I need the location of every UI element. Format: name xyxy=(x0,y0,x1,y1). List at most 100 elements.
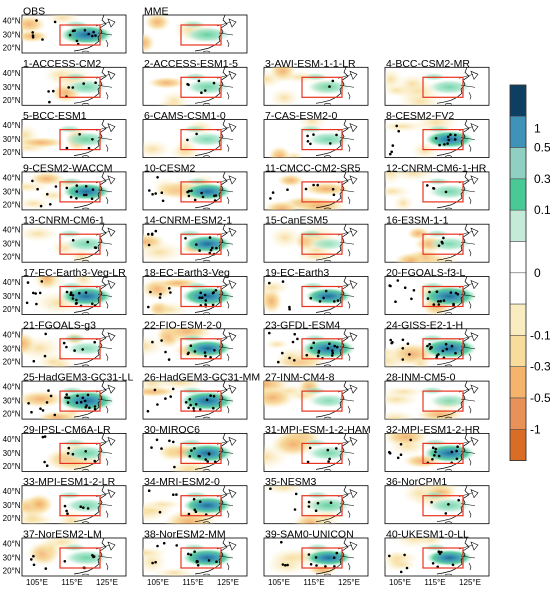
significance-dot xyxy=(314,556,318,559)
significance-dot xyxy=(53,413,57,417)
study-region-box xyxy=(422,181,464,203)
significance-dot xyxy=(195,560,199,564)
coastline xyxy=(315,119,349,156)
negative-anomaly xyxy=(35,276,59,290)
panel-title: 2-ACCESS-ESM1-5 xyxy=(144,58,238,70)
significance-dot xyxy=(269,197,272,200)
significance-dot xyxy=(203,351,207,354)
significance-dot xyxy=(53,20,57,24)
significance-dot xyxy=(209,248,213,252)
peninsula-outline xyxy=(107,436,116,446)
island-outline xyxy=(468,562,472,571)
significance-dot xyxy=(394,300,397,304)
peninsula-outline xyxy=(107,18,116,28)
panel-title: 9-CESM2-WACCM xyxy=(23,162,112,174)
significance-dot xyxy=(67,396,71,400)
negative-anomaly xyxy=(268,225,302,250)
field-layer xyxy=(22,171,116,210)
panel-title: 17-EC-Earth3-Veg-LR xyxy=(23,267,126,279)
significance-dot xyxy=(309,142,312,146)
colorbar: 1 0.5 0.3 0.1 0 -0.1 -0.3 -0.5 -1 xyxy=(509,84,550,462)
island-outline xyxy=(226,562,230,571)
significance-dot xyxy=(331,187,335,191)
coastline xyxy=(73,328,107,366)
significance-dot xyxy=(69,291,73,295)
island-outline xyxy=(444,469,453,471)
significance-dot xyxy=(34,292,37,295)
map-panel: 13-CNRM-CM6-140°N 30°N 20°N xyxy=(3,215,127,263)
coastline xyxy=(315,224,349,261)
significance-dot xyxy=(65,393,68,396)
island-outline xyxy=(202,50,211,53)
map-panel: 7-CAS-ESM2-0 xyxy=(263,110,369,158)
significance-dot xyxy=(326,448,330,452)
significance-dot xyxy=(209,394,212,398)
significance-dot xyxy=(193,198,197,202)
study-region-box xyxy=(180,76,222,98)
peninsula-outline xyxy=(470,279,479,290)
negative-anomaly xyxy=(264,338,290,350)
significance-dot xyxy=(324,565,327,568)
significance-dot xyxy=(286,563,289,567)
significance-dot xyxy=(156,544,159,548)
study-region-box xyxy=(301,285,343,308)
significance-dot xyxy=(193,447,196,450)
significance-dot xyxy=(211,291,215,295)
panel-title: 25-HadGEM3-GC31-LL xyxy=(23,372,133,384)
island-outline xyxy=(226,458,230,466)
map-panel: 15-CanESM5 xyxy=(263,215,369,263)
negative-anomaly xyxy=(144,15,171,32)
significance-dot xyxy=(164,350,167,354)
island-outline xyxy=(81,573,90,576)
significance-dot xyxy=(437,244,441,247)
island-outline xyxy=(226,353,230,361)
study-region-box xyxy=(180,181,222,203)
peninsula-outline xyxy=(228,175,237,185)
significance-dot xyxy=(333,300,336,303)
significance-dot xyxy=(187,351,190,355)
significance-dot xyxy=(293,332,297,336)
island-outline xyxy=(468,196,472,204)
significance-dot xyxy=(30,558,33,561)
significance-dot xyxy=(426,344,429,348)
island-outline xyxy=(347,144,351,152)
significance-dot xyxy=(336,299,340,302)
coastline xyxy=(436,224,470,261)
colorbar-segment xyxy=(509,84,527,117)
x-tick-label: 125°E xyxy=(338,578,360,587)
island-outline xyxy=(444,573,453,576)
significance-dot xyxy=(147,305,150,309)
peninsula-outline xyxy=(349,175,358,185)
significance-dot xyxy=(188,455,192,458)
significance-dot xyxy=(198,249,201,252)
colorbar-segment xyxy=(509,428,527,461)
significance-dot xyxy=(164,397,167,400)
significance-dot xyxy=(271,191,275,194)
panel-title: 22-FIO-ESM-2-0 xyxy=(144,319,222,331)
significance-dot xyxy=(69,195,73,199)
significance-dot xyxy=(214,289,218,292)
island-outline xyxy=(105,39,109,48)
coastline xyxy=(194,381,228,418)
y-tick-label: 30°N xyxy=(3,554,21,563)
significance-dot xyxy=(167,358,171,361)
peninsula-outline xyxy=(470,384,479,394)
positive-anomaly xyxy=(184,26,231,43)
significance-dot xyxy=(388,452,392,455)
significance-dot xyxy=(335,551,339,555)
significance-dot xyxy=(431,458,434,461)
y-tick-label: 40°N xyxy=(3,121,21,130)
significance-dot xyxy=(73,349,76,352)
peninsula-outline xyxy=(470,436,479,446)
peninsula-outline xyxy=(228,332,237,342)
island-outline xyxy=(81,207,90,210)
island-outline xyxy=(444,259,453,262)
island-outline xyxy=(202,259,211,262)
island-outline xyxy=(226,196,230,204)
significance-dot xyxy=(27,402,30,405)
colorbar-segment xyxy=(509,116,527,148)
significance-dot xyxy=(198,296,201,300)
panel-title: 27-INM-CM4-8 xyxy=(265,372,335,384)
field-layer xyxy=(22,119,116,157)
positive-anomaly xyxy=(306,131,351,147)
